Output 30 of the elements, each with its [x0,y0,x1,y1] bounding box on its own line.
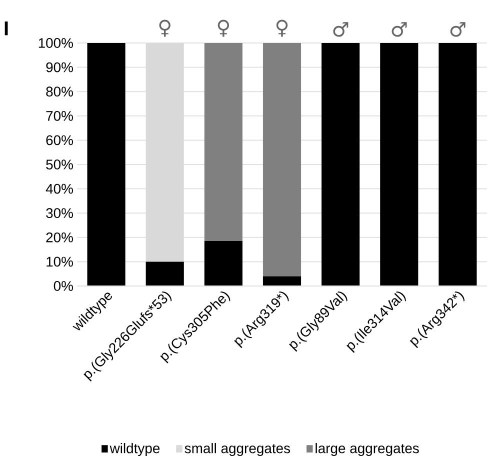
y-tick-label: 60% [46,135,73,146]
bar [146,262,184,286]
bar [87,42,126,286]
bar [322,42,360,286]
bar [204,241,242,286]
text: I [4,22,8,36]
text: ♂ [450,22,466,37]
y-tick-label: 20% [46,232,73,242]
y-tick-label: 70% [46,110,73,121]
bar [204,42,242,242]
text: ♂ [392,22,407,37]
y-tick-label: 90% [46,62,73,72]
y-tick-label: 50% [46,160,73,170]
bar [438,42,477,286]
y-tick-label: 80% [46,86,73,97]
bar [262,276,302,286]
text: ♀ [276,20,288,37]
y-tick-label: 40% [46,184,73,194]
y-tick-label: 10% [46,256,73,267]
legend-label: large aggregates [316,443,419,456]
text: ♀ [159,20,170,37]
bar [262,42,302,276]
text: ♀ [218,20,230,37]
legend-label: small aggregates [184,443,290,456]
legend-label: wildtype [110,443,160,456]
y-tick-label: 30% [46,208,73,218]
y-tick-label: 100% [38,38,73,48]
bar [380,42,418,286]
y-tick-label: 0% [54,281,73,291]
text: ♂ [333,22,348,37]
